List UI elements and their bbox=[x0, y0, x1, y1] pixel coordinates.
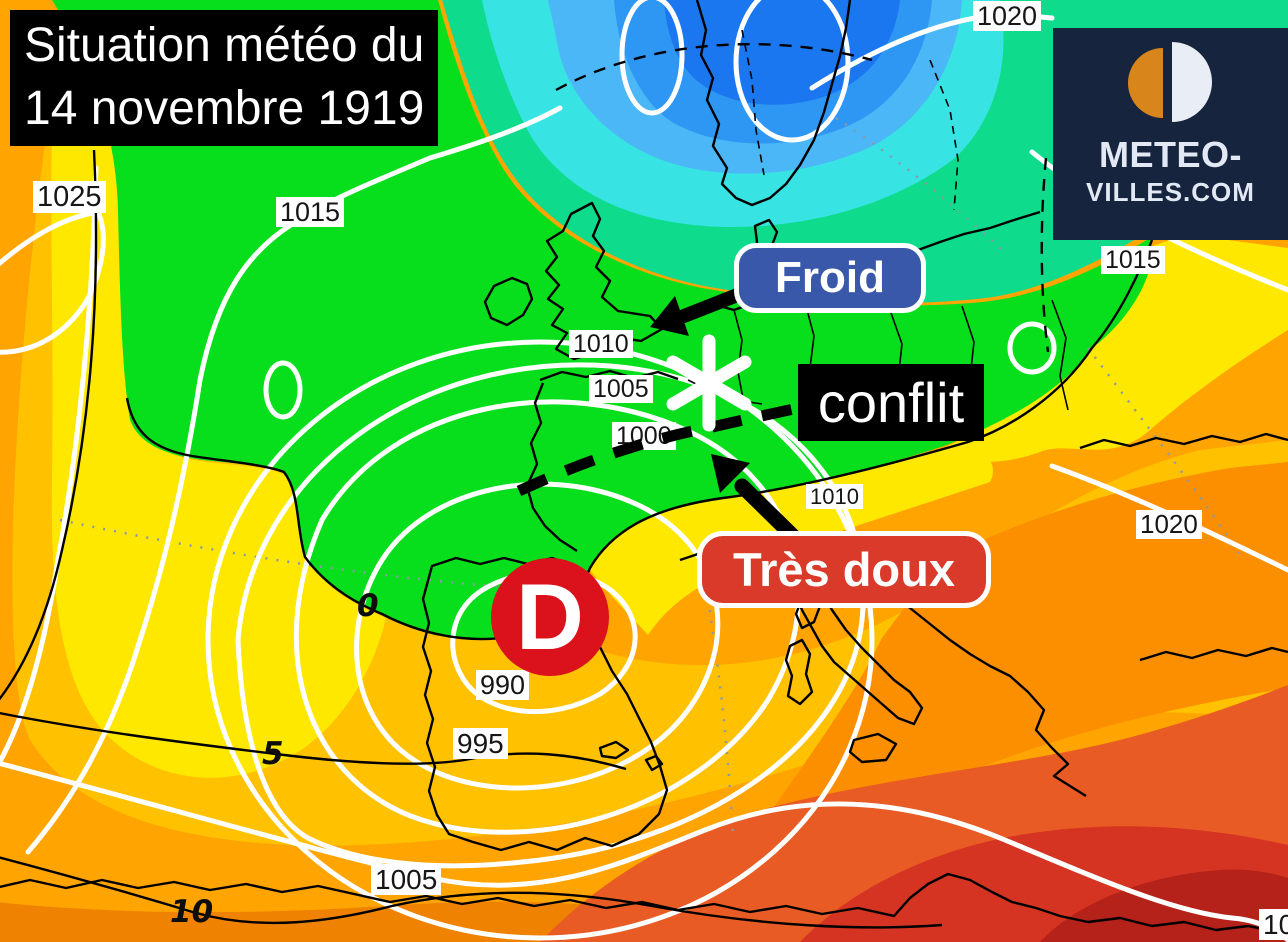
pressure-label: 1010 bbox=[569, 330, 633, 359]
front-dashed-line bbox=[516, 402, 801, 496]
map-title-line2: 14 novembre 1919 bbox=[24, 82, 425, 135]
pressure-label: 1020 bbox=[973, 1, 1042, 32]
logo-circle-icon bbox=[1128, 42, 1212, 122]
logo-text-line2: VILLES.COM bbox=[1086, 177, 1255, 207]
temperature-contour-label: 0 bbox=[357, 588, 379, 624]
temperature-contour-label: 5 bbox=[262, 736, 284, 772]
low-pressure-marker: D bbox=[491, 558, 609, 676]
pressure-label: 1005 bbox=[371, 864, 442, 896]
meteo-villes-logo: METEO- VILLES.COM bbox=[1053, 28, 1288, 240]
snow-asterisk-icon bbox=[666, 334, 752, 432]
logo-text-line1: METEO- bbox=[1099, 134, 1242, 175]
temperature-contour-label: 10 bbox=[170, 894, 214, 930]
pressure-label: 995 bbox=[453, 728, 508, 760]
mild-air-arrow-icon bbox=[711, 454, 803, 546]
pressure-label: 1025 bbox=[33, 181, 106, 214]
pressure-label: 990 bbox=[476, 670, 530, 701]
map-title-line1: Situation météo du bbox=[24, 19, 425, 72]
pressure-label: 1015 bbox=[1101, 246, 1165, 275]
pressure-label: 1015 bbox=[276, 197, 345, 228]
pressure-label: 1005 bbox=[589, 375, 653, 404]
map-title: Situation météo du 14 novembre 1919 bbox=[10, 10, 439, 146]
cold-label-badge: Froid bbox=[734, 243, 926, 313]
graticule-layer bbox=[59, 116, 1245, 837]
pressure-label: 10 bbox=[1259, 909, 1288, 941]
temperature-contour-layer bbox=[0, 42, 1154, 929]
pressure-label: 1010 bbox=[806, 484, 863, 510]
mild-label-badge: Très doux bbox=[697, 531, 991, 608]
pressure-label: 1020 bbox=[1136, 510, 1202, 540]
conflict-label-box: conflit bbox=[798, 364, 984, 441]
